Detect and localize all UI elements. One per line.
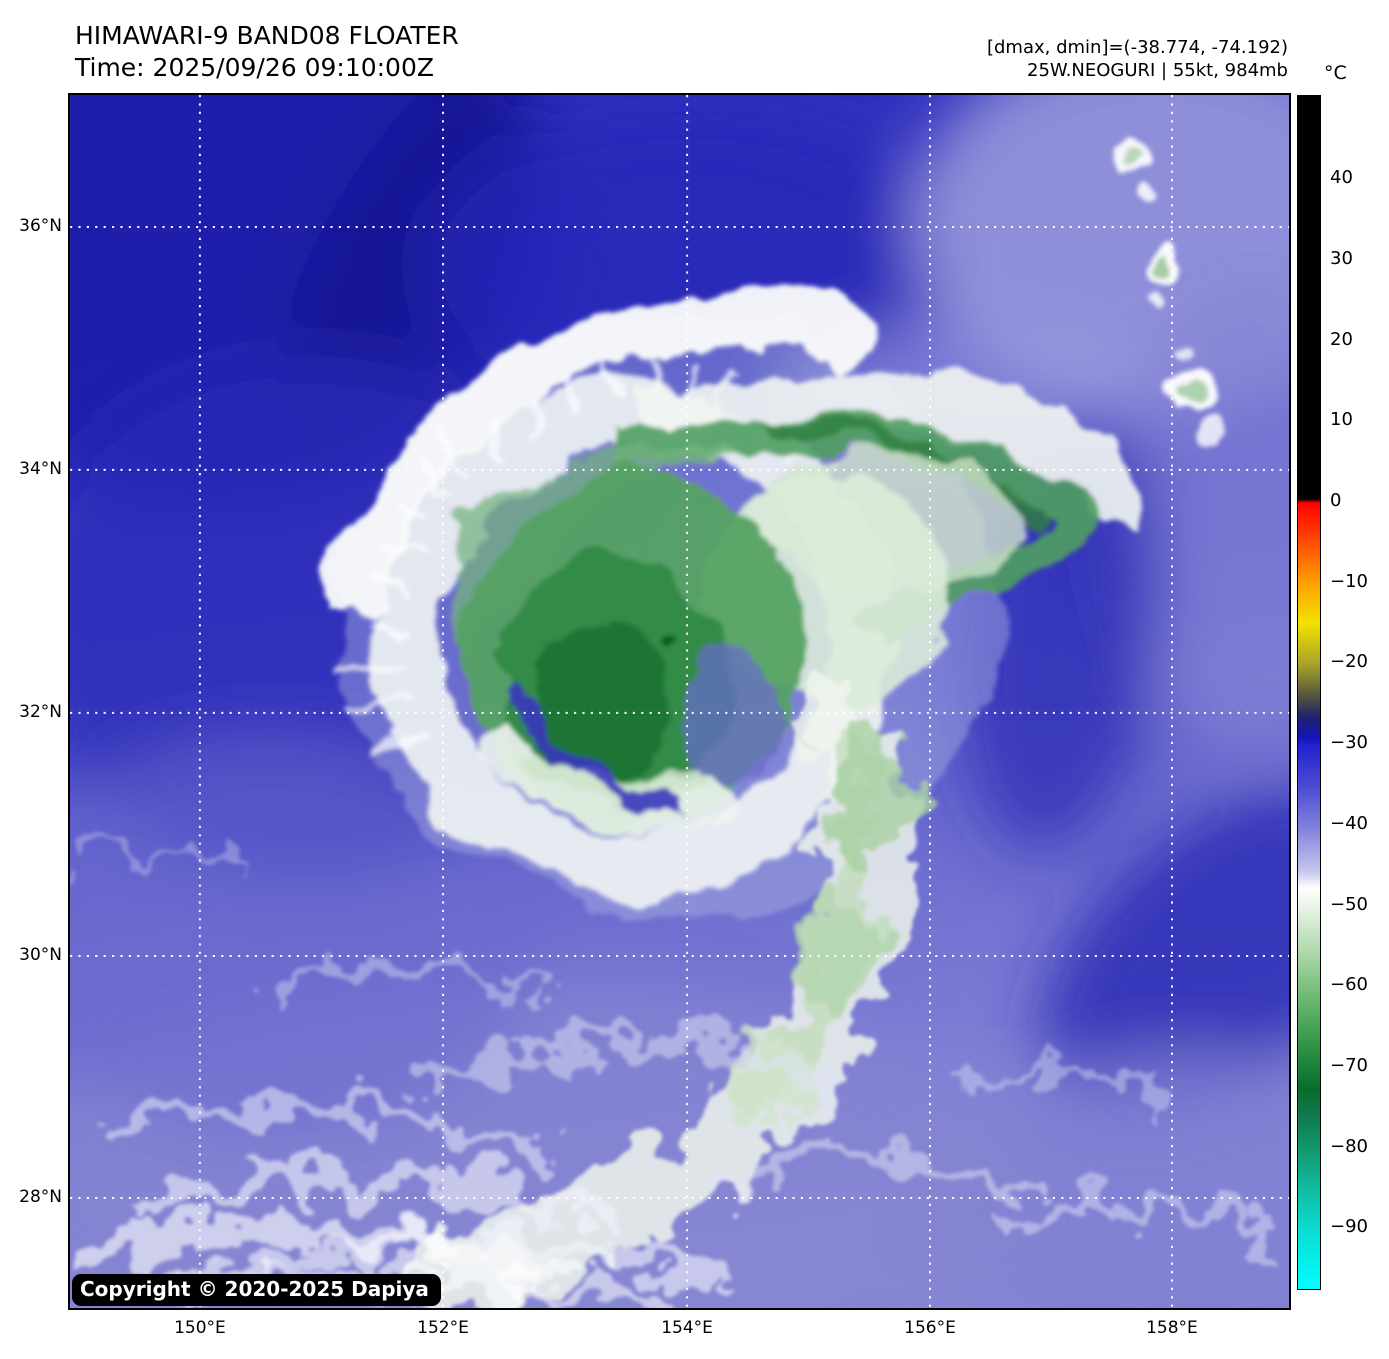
cirrus-spike bbox=[372, 622, 407, 632]
colorbar bbox=[1297, 95, 1321, 1290]
lat-tick-label: 36°N bbox=[19, 215, 62, 236]
colorbar-tick-label: −40 bbox=[1330, 812, 1368, 834]
lat-tick-label: 32°N bbox=[19, 701, 62, 722]
colorbar-tick-label: 20 bbox=[1330, 328, 1353, 350]
comma-tail bbox=[70, 672, 1274, 1308]
colorbar-tick-label: −60 bbox=[1330, 974, 1368, 996]
cloud-specks bbox=[1113, 140, 1224, 445]
graticule bbox=[70, 95, 1289, 1308]
lon-tick-label: 156°E bbox=[904, 1318, 956, 1338]
lon-tick-label: 158°E bbox=[1146, 1318, 1198, 1338]
cirrus-spike bbox=[603, 366, 615, 413]
cirrus-spike bbox=[339, 660, 408, 675]
colorbar-tick-label: −30 bbox=[1330, 732, 1368, 754]
cirrus-spike bbox=[373, 730, 427, 759]
colorbar-tick-label: −70 bbox=[1330, 1055, 1368, 1077]
lat-tick-label: 30°N bbox=[19, 944, 62, 965]
lat-tick-label: 34°N bbox=[19, 458, 62, 479]
copyright-badge: Copyright © 2020-2025 Dapiya bbox=[72, 1274, 441, 1306]
colorbar-tick-label: 0 bbox=[1330, 490, 1342, 511]
colorbar-gradient bbox=[1298, 96, 1320, 1289]
colorbar-tick-label: −50 bbox=[1330, 893, 1368, 915]
colorbar-tick-label: −90 bbox=[1330, 1216, 1368, 1238]
cirrus-spike bbox=[525, 399, 545, 432]
colorbar-tick-label: 10 bbox=[1330, 409, 1353, 431]
colorbar-tick-label: 30 bbox=[1330, 247, 1353, 269]
cirrus-spike bbox=[372, 581, 412, 596]
header-annotations: [dmax, dmin]=(-38.774, -74.192) 25W.NEOG… bbox=[987, 36, 1288, 82]
colorbar-tick-label: −10 bbox=[1330, 570, 1368, 592]
storm-info: 25W.NEOGURI | 55kt, 984mb bbox=[1027, 60, 1288, 81]
dmax-dmin-stats: [dmax, dmin]=(-38.774, -74.192) bbox=[986, 37, 1288, 58]
satellite-image bbox=[70, 95, 1289, 1308]
title-block: HIMAWARI-9 BAND08 FLOATER Time: 2025/09/… bbox=[75, 20, 459, 84]
colorbar-tick-label: −20 bbox=[1330, 651, 1368, 673]
cirrus-spike bbox=[562, 379, 579, 420]
lon-tick-label: 150°E bbox=[174, 1318, 226, 1338]
background-tone-blobs bbox=[70, 95, 1289, 1308]
cirrus-spike bbox=[493, 423, 513, 449]
lon-tick-label: 154°E bbox=[661, 1318, 713, 1338]
colorbar-unit-label: °C bbox=[1324, 62, 1347, 84]
page-title: HIMAWARI-9 BAND08 FLOATER bbox=[75, 21, 459, 50]
lat-tick-label: 28°N bbox=[19, 1186, 62, 1207]
cirrus-spike bbox=[378, 539, 422, 561]
cirrus-spike bbox=[438, 421, 484, 472]
satellite-map: Copyright © 2020-2025 Dapiya bbox=[68, 93, 1291, 1310]
colorbar-tick-label: 40 bbox=[1330, 167, 1353, 189]
cirrus-spike bbox=[411, 458, 459, 498]
lon-tick-label: 152°E bbox=[417, 1318, 469, 1338]
cirrus-spike bbox=[391, 498, 438, 528]
timestamp: Time: 2025/09/26 09:10:00Z bbox=[75, 53, 434, 82]
colorbar-tick-label: −80 bbox=[1330, 1135, 1368, 1157]
